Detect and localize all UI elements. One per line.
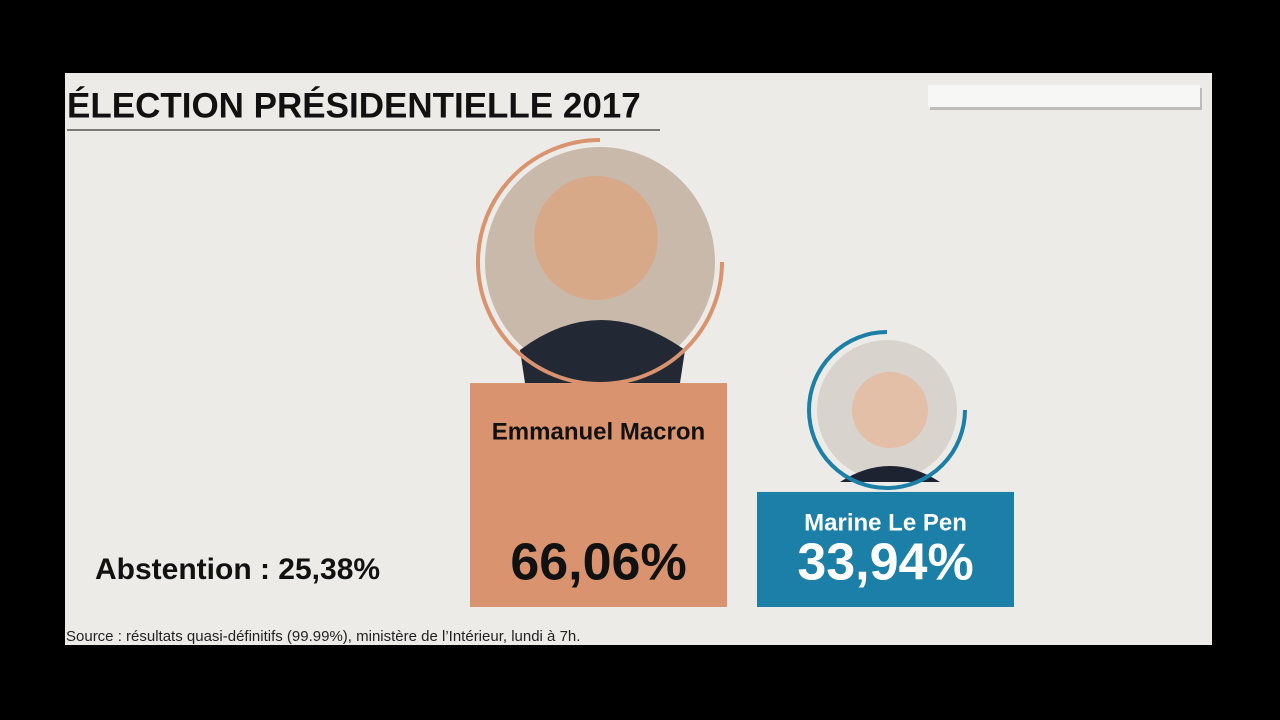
abstention: Abstention : 25,38% [95,553,380,586]
jacket [840,466,940,482]
bar [470,383,727,607]
ring [476,138,724,386]
banner [928,85,1200,107]
portrait-2 [807,330,967,490]
candidate-name: Marine Le Pen [804,509,967,536]
portrait-1 [476,138,724,386]
ring [807,330,967,490]
face [852,372,928,448]
candidate-name: Emmanuel Macron [492,418,705,445]
chart-title: ÉLECTION PRÉSIDENTIELLE 2017 [67,85,641,125]
suit [520,320,685,383]
source: Source : résultats quasi-définitifs (99.… [66,628,580,645]
face [534,176,658,300]
bar [757,491,1014,607]
value-label: 33,94% [797,534,973,592]
value-label: 66,06% [510,534,686,592]
